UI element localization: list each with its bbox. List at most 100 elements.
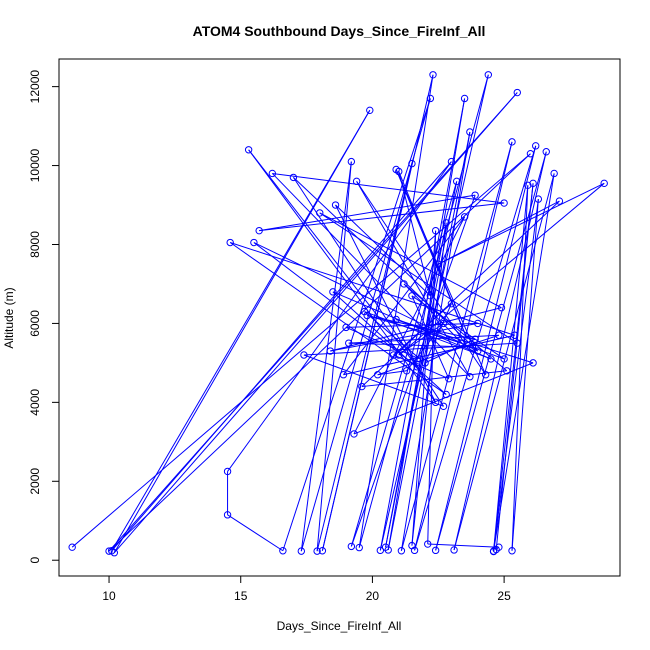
data-point (366, 106, 374, 115)
series-segment (438, 182, 605, 265)
data-point (316, 209, 324, 217)
data-point (524, 181, 532, 189)
series-segment (356, 181, 487, 376)
data-point (297, 547, 306, 555)
chart-title: ATOM4 Southbound Days_Since_FireInf_All (193, 23, 486, 39)
data-point (442, 219, 450, 227)
data-point (503, 367, 511, 375)
data-point (376, 546, 385, 555)
x-axis: 10 15 20 25 (102, 575, 511, 603)
series-segment (321, 74, 434, 551)
series-segment (253, 242, 478, 352)
data-point (342, 323, 350, 332)
series-segment (367, 315, 476, 340)
x-tick-label: 10 (102, 589, 116, 603)
series-segment (377, 334, 499, 376)
data-point (408, 541, 416, 550)
data-point (431, 226, 440, 235)
series-segment (113, 110, 371, 553)
series-segment (300, 161, 352, 552)
series-segment (424, 303, 452, 364)
series-segment (343, 216, 466, 376)
series-segment (108, 153, 531, 552)
y-axis: 0 2000 4000 6000 8000 10000 12000 (28, 70, 60, 564)
series-segment (348, 342, 473, 348)
series-segment (259, 194, 476, 232)
series-segment (398, 182, 605, 356)
data-point (453, 177, 461, 186)
data-point (542, 148, 550, 156)
series-segment (403, 283, 463, 344)
data-point (474, 319, 482, 328)
series-segment (229, 242, 447, 395)
series-segment (411, 230, 437, 546)
series-segment (493, 173, 555, 552)
data-point (326, 347, 334, 355)
series-segment (282, 98, 431, 551)
data-point (471, 191, 479, 199)
data-point (318, 547, 327, 555)
series-segment (332, 291, 447, 395)
series-layer (68, 71, 608, 557)
data-point (408, 292, 416, 300)
data-point (426, 94, 435, 103)
data-point (471, 335, 479, 343)
data-point (447, 157, 456, 166)
data-point (408, 159, 416, 168)
series-segment (453, 151, 547, 551)
data-point (105, 547, 113, 555)
y-tick-label: 6000 (28, 310, 42, 337)
data-point (255, 226, 263, 235)
data-point (495, 331, 503, 339)
series-segment (111, 161, 452, 552)
data-point (347, 542, 356, 551)
data-point (107, 547, 116, 555)
data-point (347, 157, 356, 166)
data-point (447, 299, 456, 308)
data-point (431, 546, 440, 555)
data-point (484, 71, 493, 79)
series-segment (303, 354, 444, 407)
series-segment (493, 185, 529, 552)
y-tick-label: 2000 (28, 468, 42, 495)
data-point (397, 547, 406, 555)
series-segment (319, 212, 518, 344)
data-point (424, 540, 432, 548)
data-point (223, 511, 232, 519)
data-point (400, 280, 408, 288)
data-point (279, 547, 287, 555)
data-point (402, 367, 411, 375)
x-tick-label: 15 (234, 589, 248, 603)
data-point (600, 179, 608, 188)
data-point (352, 177, 361, 186)
series-segment (361, 200, 560, 387)
series-segment (108, 92, 518, 552)
series-segment (398, 171, 431, 296)
series-segment (393, 354, 449, 380)
series-segment (411, 295, 450, 379)
series-segment (353, 216, 466, 435)
series-segment (113, 92, 518, 554)
data-point (500, 355, 508, 363)
data-point (350, 430, 358, 438)
data-point (513, 339, 521, 347)
data-point (439, 319, 448, 328)
data-point (360, 307, 369, 316)
data-point (395, 351, 403, 359)
data-point (381, 543, 390, 551)
data-point (481, 371, 490, 379)
data-point (497, 303, 506, 312)
data-point (339, 371, 348, 379)
data-point (250, 238, 258, 247)
y-tick-label: 10000 (28, 149, 42, 183)
y-axis-label: Altitude (m) (2, 287, 16, 348)
y-tick-label: 4000 (28, 389, 42, 416)
data-point (529, 359, 537, 367)
data-point (363, 311, 371, 320)
data-point (355, 543, 363, 552)
data-point (466, 128, 474, 136)
data-point (329, 288, 337, 296)
series-segment (248, 149, 418, 368)
series-segment (367, 315, 463, 344)
